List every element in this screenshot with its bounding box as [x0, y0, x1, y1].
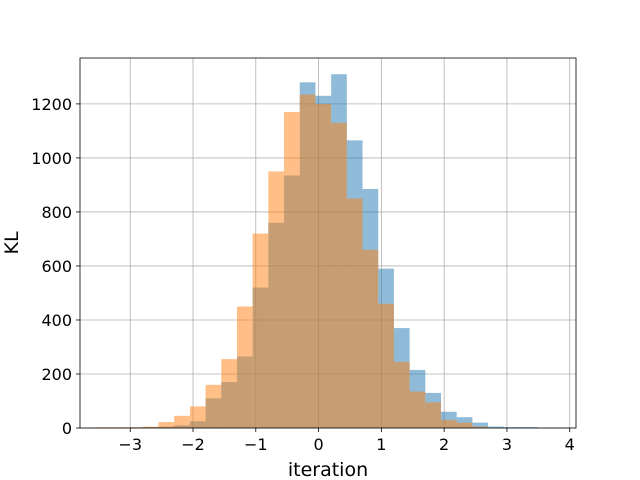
histogram-bar: [158, 422, 175, 428]
x-tick-label: −1: [244, 435, 268, 454]
x-tick-label: 4: [565, 435, 575, 454]
histogram-bar: [472, 422, 489, 428]
x-tick-label: −2: [181, 435, 205, 454]
histogram-bar: [189, 406, 206, 428]
histogram-bar: [111, 427, 128, 428]
y-tick-label: 1200: [31, 95, 72, 114]
histogram-bar: [456, 422, 473, 428]
histogram-bar: [205, 384, 222, 428]
y-tick-label: 800: [41, 203, 72, 222]
y-axis-label: KL: [1, 231, 23, 254]
x-tick-label: 0: [313, 435, 323, 454]
y-tick-label: 1000: [31, 149, 72, 168]
histogram-bar: [236, 306, 253, 428]
histogram-bar: [142, 426, 159, 428]
histogram-bar: [315, 103, 332, 428]
histogram-bar: [346, 198, 363, 428]
y-tick-label: 0: [62, 419, 72, 438]
y-tick-label: 400: [41, 311, 72, 330]
histogram-bar: [472, 426, 489, 428]
histogram-bar: [393, 361, 410, 428]
histogram-bar: [519, 427, 539, 428]
histogram-bar: [268, 171, 285, 428]
histogram-bar: [284, 112, 300, 429]
histogram-bar: [425, 402, 442, 428]
x-tick-label: 3: [502, 435, 512, 454]
histogram-bar: [378, 303, 394, 428]
histogram-bar: [331, 122, 347, 429]
histogram-bar: [362, 249, 379, 428]
histogram-bar: [299, 94, 316, 429]
y-tick-label: 200: [41, 365, 72, 384]
histogram-bars: [95, 74, 539, 429]
histogram-bar: [127, 427, 143, 428]
histogram-series-2: [95, 94, 489, 429]
y-tick-label: 600: [41, 257, 72, 276]
x-tick-label: −3: [118, 435, 142, 454]
histogram-bar: [441, 419, 457, 428]
histogram-bar: [409, 391, 426, 428]
plot-area-frame: [79, 57, 577, 429]
x-tick-label: 1: [376, 435, 386, 454]
axis-ticks: −3 −2 −1 0 1 2 3 4 0 200 400 600 800 1000 1200: [31, 95, 575, 454]
histogram-bar: [252, 233, 269, 428]
histogram-bar: [488, 426, 504, 428]
x-tick-label: 2: [439, 435, 449, 454]
histogram-bar: [503, 427, 520, 428]
histogram-bar: [221, 359, 237, 428]
histogram-bar: [174, 415, 190, 428]
histogram-bar: [95, 427, 112, 428]
x-axis-label: iteration: [288, 459, 368, 480]
